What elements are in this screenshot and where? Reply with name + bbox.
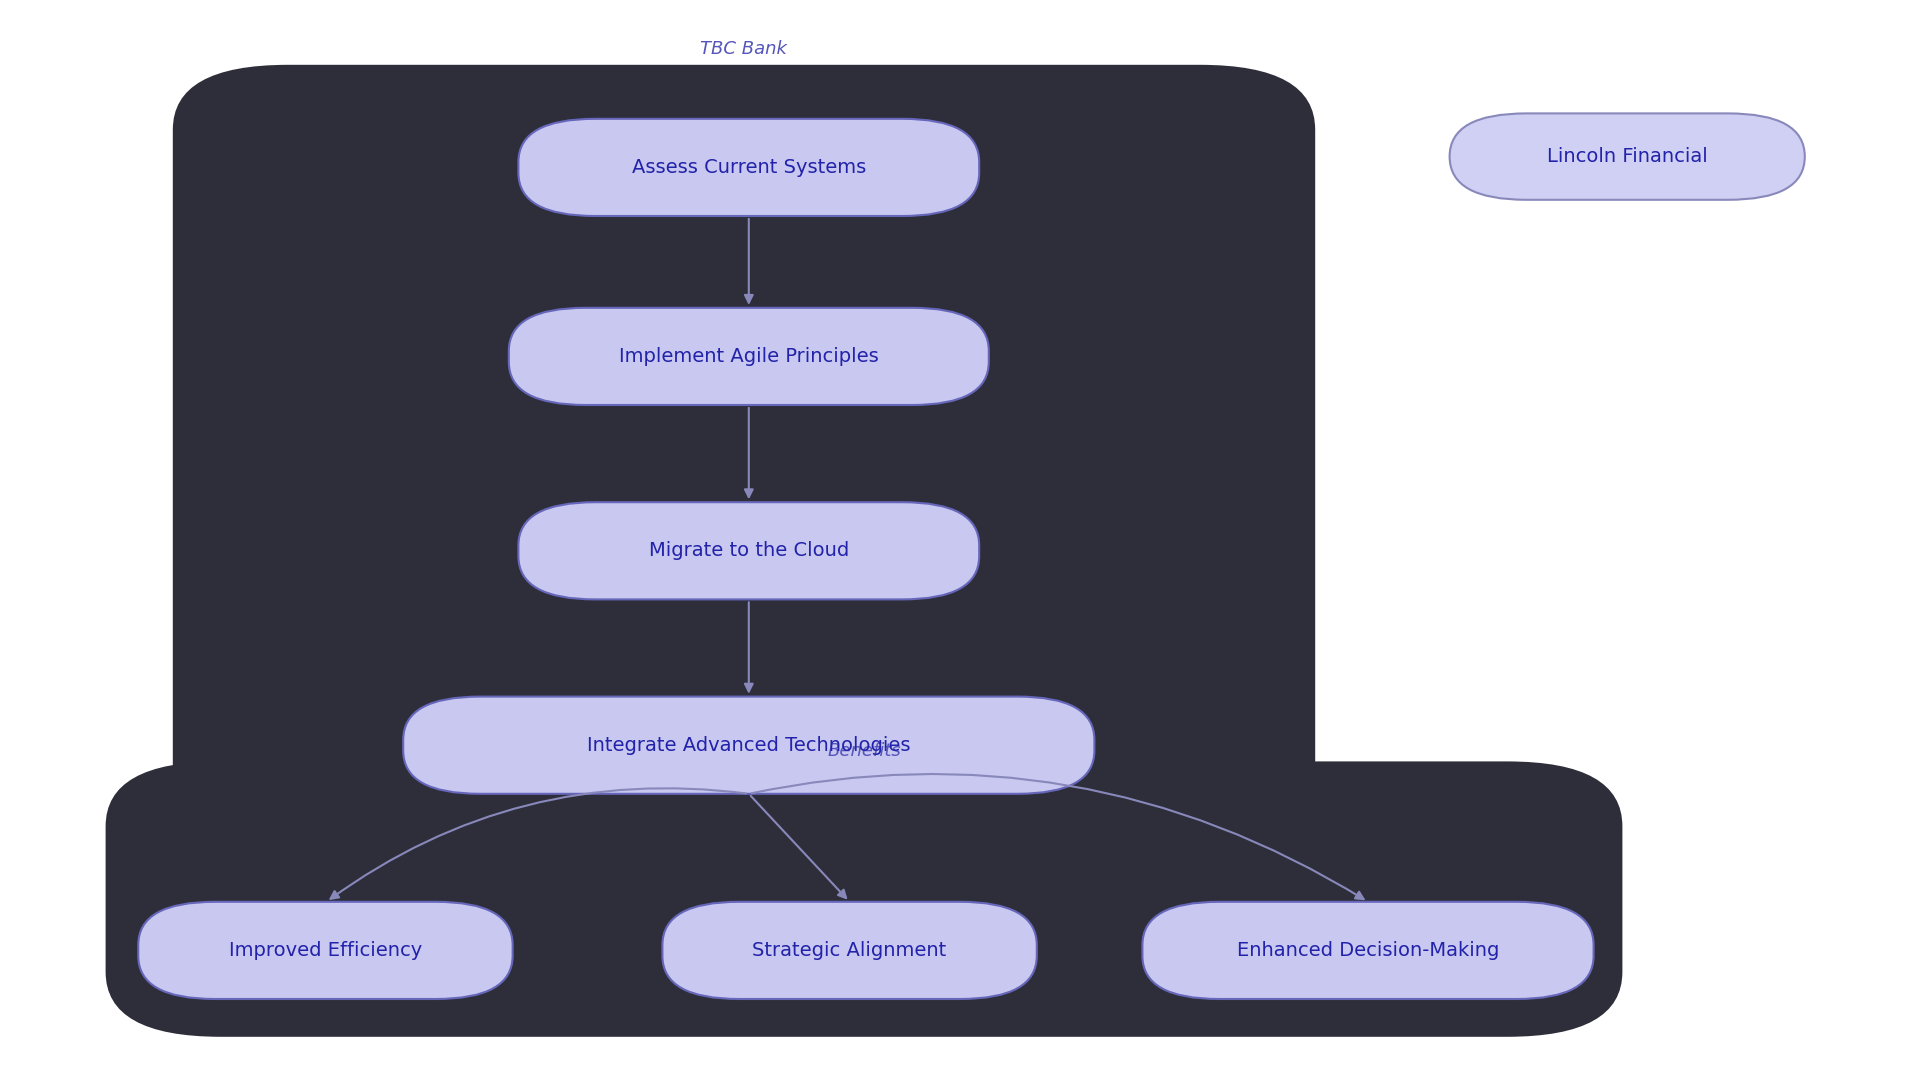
FancyBboxPatch shape (403, 697, 1094, 794)
FancyBboxPatch shape (138, 902, 513, 999)
Text: TBC Bank: TBC Bank (699, 40, 787, 57)
FancyBboxPatch shape (1450, 113, 1805, 200)
Text: Benefits: Benefits (828, 742, 900, 759)
FancyBboxPatch shape (518, 119, 979, 216)
FancyBboxPatch shape (662, 902, 1037, 999)
FancyBboxPatch shape (173, 65, 1315, 972)
Text: Strategic Alignment: Strategic Alignment (753, 941, 947, 960)
Text: Implement Agile Principles: Implement Agile Principles (618, 347, 879, 366)
Text: Improved Efficiency: Improved Efficiency (228, 941, 422, 960)
Text: Lincoln Financial: Lincoln Financial (1548, 147, 1707, 166)
FancyBboxPatch shape (518, 502, 979, 599)
Text: Integrate Advanced Technologies: Integrate Advanced Technologies (588, 735, 910, 755)
FancyBboxPatch shape (1142, 902, 1594, 999)
Text: Migrate to the Cloud: Migrate to the Cloud (649, 541, 849, 561)
Text: Enhanced Decision-Making: Enhanced Decision-Making (1236, 941, 1500, 960)
Text: Assess Current Systems: Assess Current Systems (632, 158, 866, 177)
FancyBboxPatch shape (509, 308, 989, 405)
FancyBboxPatch shape (106, 761, 1622, 1037)
